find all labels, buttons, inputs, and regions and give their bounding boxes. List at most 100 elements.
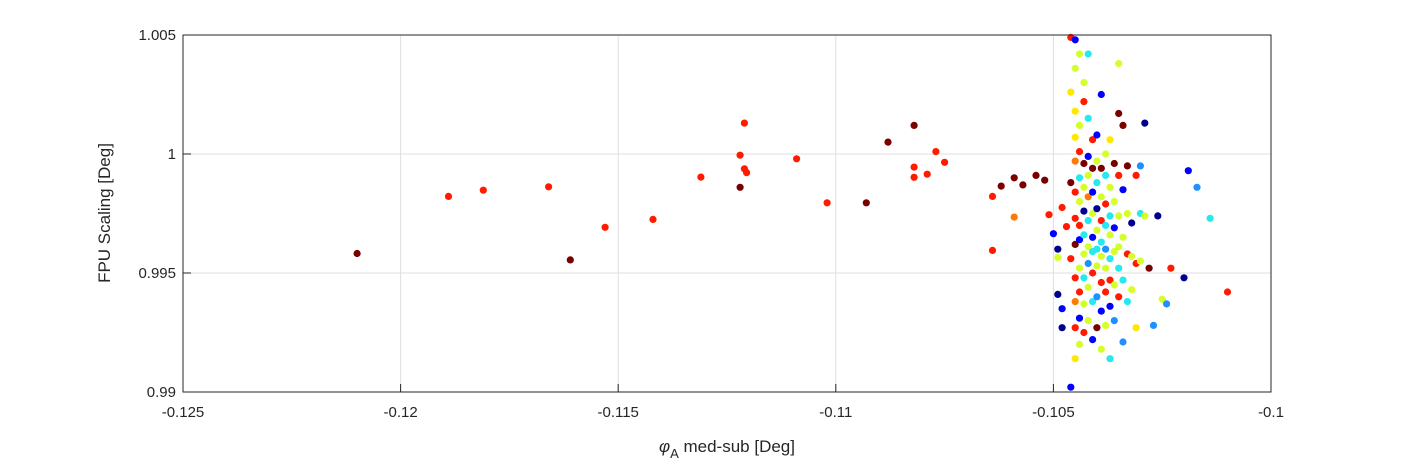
- data-point: [1115, 243, 1123, 251]
- data-point: [1110, 159, 1118, 168]
- data-point: [1097, 307, 1105, 315]
- data-point: [1084, 171, 1092, 179]
- x-tick-label: -0.105: [1032, 404, 1075, 421]
- data-point: [1093, 157, 1101, 165]
- data-point: [923, 170, 931, 178]
- data-point: [997, 182, 1005, 190]
- data-point: [1097, 217, 1105, 225]
- data-point: [1102, 321, 1110, 329]
- x-tick-label: -0.11: [819, 404, 852, 421]
- data-point: [1089, 164, 1097, 172]
- data-point: [1071, 324, 1079, 332]
- data-point: [649, 215, 657, 223]
- data-point: [1106, 276, 1114, 284]
- data-point: [1110, 248, 1118, 256]
- data-point: [1084, 152, 1092, 160]
- data-point: [1089, 136, 1097, 144]
- data-point: [1158, 295, 1166, 303]
- data-point: [1123, 298, 1131, 306]
- data-point: [1075, 148, 1084, 156]
- data-point: [941, 158, 949, 166]
- data-point: [1223, 288, 1232, 296]
- data-point: [1093, 205, 1101, 213]
- data-point: [1102, 264, 1110, 272]
- data-point: [1093, 245, 1101, 253]
- data-point: [1071, 240, 1079, 248]
- data-point: [1080, 159, 1088, 168]
- data-point: [1093, 293, 1101, 301]
- data-point: [1093, 226, 1101, 234]
- data-point: [1075, 221, 1084, 229]
- data-point: [1071, 298, 1079, 306]
- data-point: [1136, 162, 1144, 170]
- data-point: [1097, 278, 1105, 287]
- data-point: [793, 155, 801, 163]
- data-point: [601, 223, 609, 231]
- data-point: [1115, 109, 1123, 118]
- data-point: [545, 183, 553, 191]
- y-tick-label: 1.005: [138, 27, 176, 44]
- data-point: [1106, 231, 1114, 239]
- data-point: [1102, 200, 1110, 208]
- data-point: [988, 192, 997, 200]
- data-point: [1054, 290, 1062, 298]
- data-point: [1084, 50, 1092, 58]
- data-point: [1041, 176, 1049, 184]
- data-point: [1097, 252, 1105, 260]
- x-tick-label: -0.12: [383, 404, 417, 421]
- data-point: [353, 249, 361, 258]
- data-point: [1093, 179, 1101, 187]
- data-point: [1080, 250, 1088, 258]
- data-point: [1119, 186, 1127, 194]
- data-point: [1128, 252, 1136, 260]
- data-point: [566, 256, 574, 264]
- data-point: [736, 183, 744, 191]
- data-point: [1071, 188, 1079, 196]
- plot-frame: [182, 34, 1272, 393]
- data-point: [1106, 355, 1114, 363]
- data-point: [1149, 321, 1158, 329]
- data-point: [910, 173, 918, 181]
- data-point: [1089, 298, 1097, 306]
- data-point: [1045, 211, 1053, 219]
- data-point: [1084, 193, 1092, 201]
- data-point: [1106, 183, 1114, 191]
- data-point: [1075, 264, 1084, 272]
- data-point: [1154, 212, 1162, 220]
- data-point: [1075, 121, 1084, 129]
- data-point: [1084, 114, 1092, 122]
- data-point: [1089, 269, 1097, 277]
- x-axis-label-text: med-sub [Deg]: [679, 437, 795, 456]
- x-tick-labels: -0.125 -0.12 -0.115 -0.11 -0.105 -0.1: [162, 404, 1284, 421]
- data-point: [1071, 214, 1079, 222]
- x-tick-label: -0.1: [1258, 404, 1284, 421]
- data-point: [1097, 345, 1105, 353]
- data-point: [1080, 183, 1088, 191]
- data-point: [1110, 281, 1118, 289]
- data-point: [1067, 383, 1075, 391]
- y-tick-labels: 0.99 0.995 1 1.005: [138, 27, 176, 401]
- data-point: [1115, 212, 1123, 220]
- data-point: [1080, 300, 1088, 308]
- data-point: [862, 199, 870, 207]
- data-point: [988, 246, 997, 254]
- data-point: [736, 151, 744, 159]
- data-points: [353, 33, 1232, 391]
- data-point: [1080, 328, 1088, 337]
- data-point: [1097, 164, 1105, 172]
- data-point: [1071, 274, 1079, 282]
- data-point: [1058, 305, 1066, 313]
- data-point: [1080, 207, 1088, 215]
- data-point: [1058, 203, 1066, 212]
- data-point: [1075, 314, 1084, 322]
- data-point: [1206, 214, 1214, 222]
- data-point: [1097, 238, 1105, 246]
- data-point: [1054, 253, 1062, 262]
- data-point: [1115, 60, 1123, 68]
- data-point: [1136, 257, 1144, 265]
- data-point: [1089, 188, 1097, 196]
- data-point: [1106, 212, 1114, 220]
- y-tick-label: 0.99: [147, 384, 176, 401]
- data-point: [1167, 264, 1175, 272]
